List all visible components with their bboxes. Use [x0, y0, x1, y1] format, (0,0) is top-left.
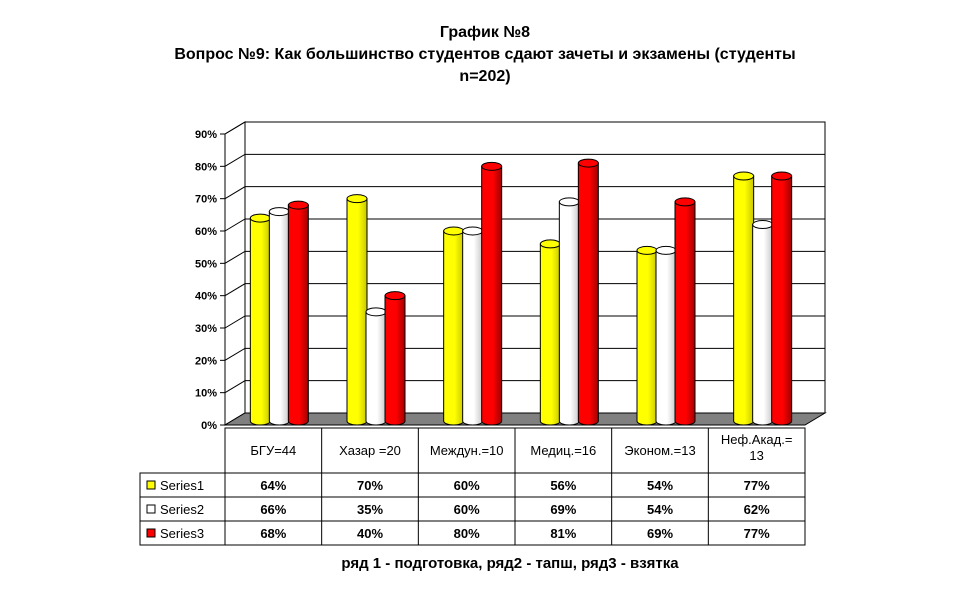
chart-title: График №8: [439, 24, 531, 41]
y-tick-label: 70%: [195, 194, 217, 206]
category-label: Эконом.=13: [624, 443, 695, 458]
chart-subtitle-line2: n=202): [459, 68, 511, 85]
bar-series3-4: [674, 201, 696, 426]
y-tick-label: 50%: [195, 258, 217, 270]
gridline: [224, 283, 825, 297]
bar-top-series2-5: [752, 220, 774, 230]
bar-series2-0: [268, 211, 290, 426]
bar-top-series1-5: [733, 171, 755, 181]
table-cell-value: 77%: [744, 526, 770, 541]
table-cell-value: 81%: [550, 526, 576, 541]
bar-top-series3-3: [577, 158, 599, 168]
bar-top-series1-3: [539, 239, 561, 249]
chart-title-block: График №8 Вопрос №9: Как большинство сту…: [0, 22, 970, 88]
y-tick-label: 60%: [195, 226, 217, 238]
gridline: [224, 218, 825, 232]
bar-top-series1-1: [346, 194, 368, 204]
gridline: [224, 315, 825, 329]
gridline: [224, 347, 825, 361]
table-cell-value: 66%: [260, 502, 286, 517]
table-cell-value: 62%: [744, 502, 770, 517]
y-tick-label: 20%: [195, 355, 217, 367]
chart-subtitle-line1: Вопрос №9: Как большинство студентов сда…: [174, 46, 796, 63]
bar-top-series3-4: [674, 197, 696, 207]
legend-key-series2: [146, 504, 156, 514]
category-label: БГУ=44: [250, 443, 296, 458]
y-tick-label: 0%: [201, 420, 217, 432]
table-row-series3: [139, 520, 806, 546]
category-label: 13: [749, 448, 763, 463]
table-cell-value: 69%: [550, 502, 576, 517]
bar-top-series2-0: [268, 207, 290, 217]
gridline: [224, 380, 825, 394]
table-cell-value: 56%: [550, 478, 576, 493]
bar-top-series3-5: [771, 171, 793, 181]
series-name-series2: Series2: [160, 502, 204, 517]
bar-series1-1: [346, 198, 368, 426]
table-cell-value: 68%: [260, 526, 286, 541]
bar-top-series2-1: [365, 307, 387, 317]
bar-series2-1: [365, 311, 387, 426]
bar-series1-4: [636, 249, 658, 426]
gridline: [224, 153, 825, 167]
table-cell-value: 54%: [647, 502, 673, 517]
bar-series3-5: [771, 175, 793, 426]
table-cell-value: 54%: [647, 478, 673, 493]
bar-series2-5: [752, 224, 774, 426]
bar-top-series2-3: [558, 197, 580, 207]
y-tick-label: 10%: [195, 388, 217, 400]
category-label: Медиц.=16: [530, 443, 596, 458]
table-cell-value: 70%: [357, 478, 383, 493]
bar-series1-2: [443, 230, 465, 426]
y-tick-label: 40%: [195, 291, 217, 303]
bar-series1-5: [733, 175, 755, 426]
y-tick-label: 30%: [195, 323, 217, 335]
bar-top-series1-0: [249, 213, 271, 223]
table-cell-value: 69%: [647, 526, 673, 541]
bar-series3-0: [287, 204, 309, 426]
table-cell-value: 77%: [744, 478, 770, 493]
series-name-series3: Series3: [160, 526, 204, 541]
bar-series3-2: [481, 165, 503, 426]
bar-top-series2-4: [655, 245, 677, 255]
bar-series2-2: [462, 230, 484, 426]
bar-top-series2-2: [462, 226, 484, 236]
category-label: Неф.Акад.=: [721, 432, 793, 447]
bar-top-series1-4: [636, 245, 658, 255]
gridline: [224, 186, 825, 200]
bar-series2-3: [558, 201, 580, 426]
table-cell-value: 60%: [454, 502, 480, 517]
table-cell-value: 80%: [454, 526, 480, 541]
table-cell-value: 64%: [260, 478, 286, 493]
y-tick-label: 90%: [195, 129, 217, 141]
side-wall: [224, 121, 246, 426]
bar-series3-3: [577, 162, 599, 426]
legend-key-series3: [146, 528, 156, 538]
category-label: Хазар =20: [339, 443, 401, 458]
bar-top-series1-2: [443, 226, 465, 236]
category-label: Междун.=10: [430, 443, 504, 458]
y-tick-label: 80%: [195, 161, 217, 173]
table-cell-value: 35%: [357, 502, 383, 517]
bar-series1-3: [539, 243, 561, 426]
bar-top-series3-1: [384, 291, 406, 301]
series-name-series1: Series1: [160, 478, 204, 493]
table-cell-value: 60%: [454, 478, 480, 493]
table-cell-value: 40%: [357, 526, 383, 541]
bar-top-series3-2: [481, 161, 503, 171]
chart-footer-note: ряд 1 - подготовка, ряд2 - тапш, ряд3 - …: [341, 555, 679, 572]
gridline: [224, 250, 825, 264]
bar-series1-0: [249, 217, 271, 426]
legend-key-series1: [146, 480, 156, 490]
bar-series3-1: [384, 295, 406, 426]
gridline: [224, 121, 825, 135]
bar-top-series3-0: [287, 200, 309, 210]
bar-series2-4: [655, 249, 677, 426]
